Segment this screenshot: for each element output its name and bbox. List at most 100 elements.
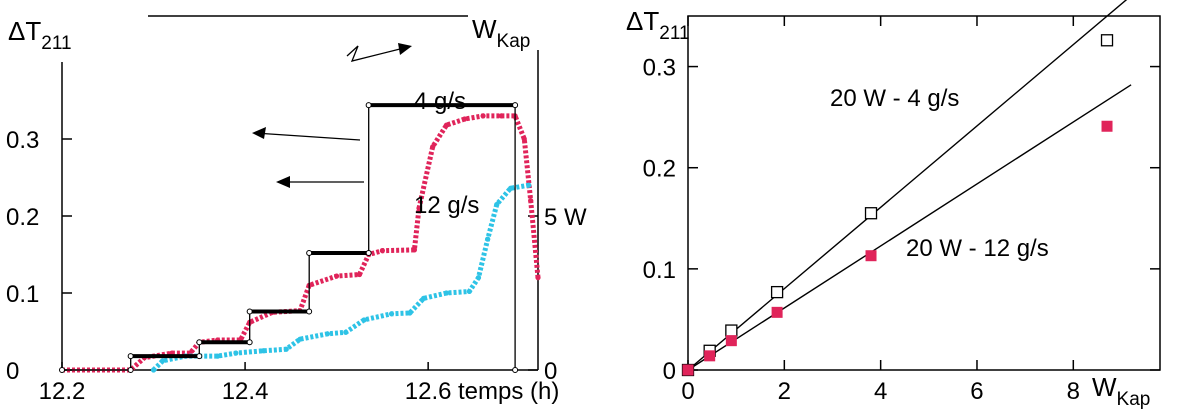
series-point (411, 247, 418, 253)
series-point (297, 336, 303, 342)
series-point (361, 317, 367, 323)
series-point (443, 290, 450, 296)
wkap-point (306, 308, 313, 315)
wkap-point (196, 339, 203, 346)
wkap-step-line (62, 104, 516, 371)
wkap-point (306, 249, 313, 256)
series-point (535, 275, 541, 281)
left-y2-tick-label: 0 (544, 358, 557, 385)
open-square-point (1100, 34, 1114, 47)
wkap-point (246, 308, 253, 315)
fit-line-1 (687, 84, 1132, 371)
series-point (356, 271, 363, 278)
open-square-point (864, 207, 878, 220)
open-square-point (725, 324, 738, 337)
right-y-tick-label: 0.2 (643, 156, 676, 183)
series-point (215, 353, 221, 359)
series-point (480, 113, 486, 119)
right-y-tick-label: 0.3 (643, 55, 676, 82)
right-x-tick-label: 2 (778, 378, 791, 405)
series-point (443, 122, 450, 128)
series-point (343, 329, 349, 335)
series-point (420, 295, 427, 301)
series-point (233, 350, 239, 356)
series-point (526, 182, 532, 188)
wkap-point (246, 339, 253, 346)
series-point (528, 198, 534, 204)
series-point (521, 136, 527, 142)
annotation-4gs: 4 g/s (414, 88, 466, 115)
series-point (324, 331, 331, 337)
left-series-0 (59, 113, 541, 373)
legend-4gs: 20 W - 4 g/s (830, 85, 959, 112)
right-series-1 (682, 120, 1113, 376)
left-x-tick-label: 12.2 (39, 378, 86, 405)
filled-square-point (771, 306, 783, 318)
series-point (416, 205, 422, 211)
series-point (485, 236, 491, 242)
filled-square-point (682, 364, 694, 376)
right-x-tick-label: 4 (874, 378, 887, 405)
right-y-tick-label: 0.1 (643, 257, 676, 284)
left-x-tick-label: 12.4 (222, 378, 269, 405)
series-point (407, 310, 413, 316)
series-point (494, 201, 500, 208)
right-x-tick-label: 8 (1067, 378, 1080, 405)
left-y2label: WKap (472, 14, 530, 52)
wkap-point (512, 367, 519, 373)
right-ylabel: ΔT211 (626, 6, 690, 44)
left-xlabel: temps (h) (458, 378, 559, 405)
right-x-tick-label: 6 (970, 378, 983, 405)
annotation-12gs: 12 g/s (414, 192, 479, 219)
left-series-2 (59, 102, 519, 373)
right-series (681, 34, 1114, 377)
series-point (466, 288, 472, 295)
wkap-point (365, 249, 372, 256)
wkap-point (127, 353, 134, 360)
right-fit-lines (687, 0, 1132, 371)
left-ylabel: ΔT211 (8, 16, 72, 54)
series-point (475, 275, 482, 281)
legend-12gs: 20 W - 12 g/s (906, 235, 1049, 262)
left-chart: 12.2 12.4 12.6 0 0.1 0.2 0.3 0 5 W ΔT211 WKap te… (6, 14, 587, 405)
right-chart: 0 2 4 6 800.10.20.3 ΔT211 WKap 20 W - 4 g/s … (626, 0, 1161, 410)
series-point (260, 348, 266, 354)
series-point (498, 113, 504, 119)
left-y-tick-label: 0.1 (6, 281, 39, 308)
wkap-point (127, 367, 134, 373)
series-point (462, 116, 468, 122)
left-y-tick-label: 0.2 (6, 204, 39, 231)
series-point (160, 358, 166, 364)
filled-square-point (725, 335, 737, 347)
series-point (507, 185, 514, 191)
left-y2-tick-label: 5 W (544, 204, 587, 231)
arrow-wkap-head (398, 43, 412, 55)
right-ticks: 0 2 4 6 8 0 0.1 0.2 0.3 (643, 16, 1160, 405)
left-series (59, 102, 541, 373)
filled-square-point (1101, 120, 1113, 132)
series-point (334, 273, 340, 279)
fit-line-0 (687, 0, 1128, 371)
arrow-4gs-line (254, 132, 361, 141)
left-axis-arrows (252, 43, 412, 188)
series-point (388, 311, 395, 317)
filled-square-point (704, 350, 716, 362)
right-xlabel: WKap (1092, 372, 1150, 410)
left-ticks: 12.2 12.4 12.6 0 0.1 0.2 0.3 0 5 W (6, 127, 587, 405)
left-x-tick-label: 12.6 (405, 378, 452, 405)
series-point (379, 248, 385, 254)
right-frame (687, 15, 1161, 371)
right-x-tick-label: 0 (681, 378, 694, 405)
wkap-point (512, 102, 519, 109)
series-point (150, 367, 157, 373)
left-y-tick-label: 0.3 (6, 127, 39, 154)
filled-square-point (865, 250, 877, 262)
right-y-tick-label: 0 (663, 358, 676, 385)
wkap-point (59, 367, 65, 373)
open-square-point (770, 285, 784, 299)
wkap-point (365, 102, 372, 109)
series-point (430, 144, 436, 150)
left-y-tick-label: 0 (6, 358, 19, 385)
series-point (283, 346, 289, 352)
